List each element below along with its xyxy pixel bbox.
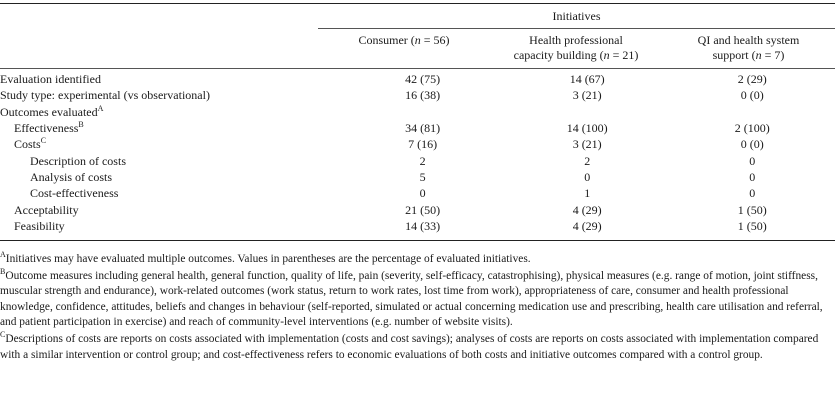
footnotes: AInitiatives may have evaluated multiple…: [0, 250, 835, 364]
table-row: Analysis of costs 5 0 0: [0, 169, 835, 185]
cell-consumer: 14 (33): [405, 218, 441, 233]
cell-consumer: 21 (50): [405, 202, 441, 217]
cell-qi: 2 (100): [734, 121, 770, 136]
cell-qi: 0: [749, 169, 756, 184]
cell-health-professional: 3 (21): [572, 137, 602, 152]
row-label: Acceptability: [14, 202, 79, 217]
col-header-qi: QI and health system support (n = 7): [697, 33, 800, 62]
footnote-mark: A: [0, 250, 6, 260]
footnote-c: CDescriptions of costs are reports on co…: [0, 330, 835, 363]
footnote-b: BOutcome measures including general heal…: [0, 266, 835, 331]
cell-consumer: 5: [419, 169, 426, 184]
row-label: Cost-effectiveness: [30, 186, 119, 201]
cell-consumer: 42 (75): [405, 72, 441, 87]
cell-health-professional: 4 (29): [572, 202, 602, 217]
table-row: Acceptability 21 (50) 4 (29) 1 (50): [0, 201, 835, 217]
cell-qi: 0: [749, 153, 756, 168]
table-row: Feasibility 14 (33) 4 (29) 1 (50): [0, 218, 835, 234]
table-row: EffectivenessB 34 (81) 14 (100) 2 (100): [0, 120, 835, 136]
footnote-marker: B: [78, 120, 84, 130]
cell-qi: 0 (0): [740, 137, 764, 152]
cell-qi: 0: [749, 186, 756, 201]
footnote-a: AInitiatives may have evaluated multiple…: [0, 250, 835, 268]
group-rule: [318, 28, 835, 29]
row-label: Feasibility: [14, 218, 65, 233]
table-row: Outcomes evaluatedA: [0, 104, 835, 120]
row-label: Evaluation identified: [0, 72, 101, 87]
row-label: Outcomes evaluatedA: [0, 103, 104, 119]
cell-health-professional: 14 (100): [566, 121, 608, 136]
table-row: Cost-effectiveness 0 1 0: [0, 185, 835, 201]
row-label: CostsC: [14, 136, 47, 152]
results-table: Evaluation identified 42 (75) 14 (67) 2 …: [0, 71, 835, 234]
cell-consumer: [340, 104, 504, 120]
col-header-health-professional: Health professional capacity building (n…: [513, 33, 639, 62]
cell-health-professional: [505, 104, 670, 120]
row-label: Analysis of costs: [30, 169, 112, 184]
cell-qi: 2 (29): [737, 72, 767, 87]
cell-consumer: 2: [419, 153, 426, 168]
cell-consumer: 7 (16): [408, 137, 438, 152]
footnote-mark: B: [0, 266, 6, 276]
row-label: Study type: experimental (vs observation…: [0, 88, 210, 103]
row-label: EffectivenessB: [14, 120, 84, 136]
cell-consumer: 16 (38): [405, 88, 441, 103]
row-label: Description of costs: [30, 153, 126, 168]
footnote-mark: C: [0, 330, 6, 340]
cell-health-professional: 2: [584, 153, 591, 168]
footnote-text: Initiatives may have evaluated multiple …: [5, 253, 531, 265]
cell-qi: [670, 104, 835, 120]
table-row: Study type: experimental (vs observation…: [0, 87, 835, 103]
footnote-text: Descriptions of costs are reports on cos…: [0, 332, 819, 361]
cell-health-professional: 3 (21): [572, 88, 602, 103]
footnote-marker: A: [97, 103, 104, 113]
table-row: CostsC 7 (16) 3 (21) 0 (0): [0, 136, 835, 152]
cell-qi: 1 (50): [737, 218, 767, 233]
cell-qi: 0 (0): [740, 88, 764, 103]
column-group-header: Initiatives: [552, 9, 601, 23]
cell-consumer: 34 (81): [405, 121, 441, 136]
footnote-marker: C: [40, 136, 47, 146]
cell-health-professional: 4 (29): [572, 218, 602, 233]
bottom-rule: [0, 240, 835, 241]
col-header-consumer: Consumer (n = 56): [358, 33, 450, 47]
cell-health-professional: 1: [584, 186, 591, 201]
cell-qi: 1 (50): [737, 202, 767, 217]
table-row: Evaluation identified 42 (75) 14 (67) 2 …: [0, 71, 835, 87]
cell-health-professional: 14 (67): [569, 72, 605, 87]
table-row: Description of costs 2 2 0: [0, 152, 835, 168]
cell-consumer: 0: [419, 186, 426, 201]
footnote-text: Outcome measures including general healt…: [0, 269, 823, 329]
top-rule: [0, 3, 835, 4]
cell-health-professional: 0: [584, 169, 591, 184]
header-rule: [0, 68, 835, 69]
